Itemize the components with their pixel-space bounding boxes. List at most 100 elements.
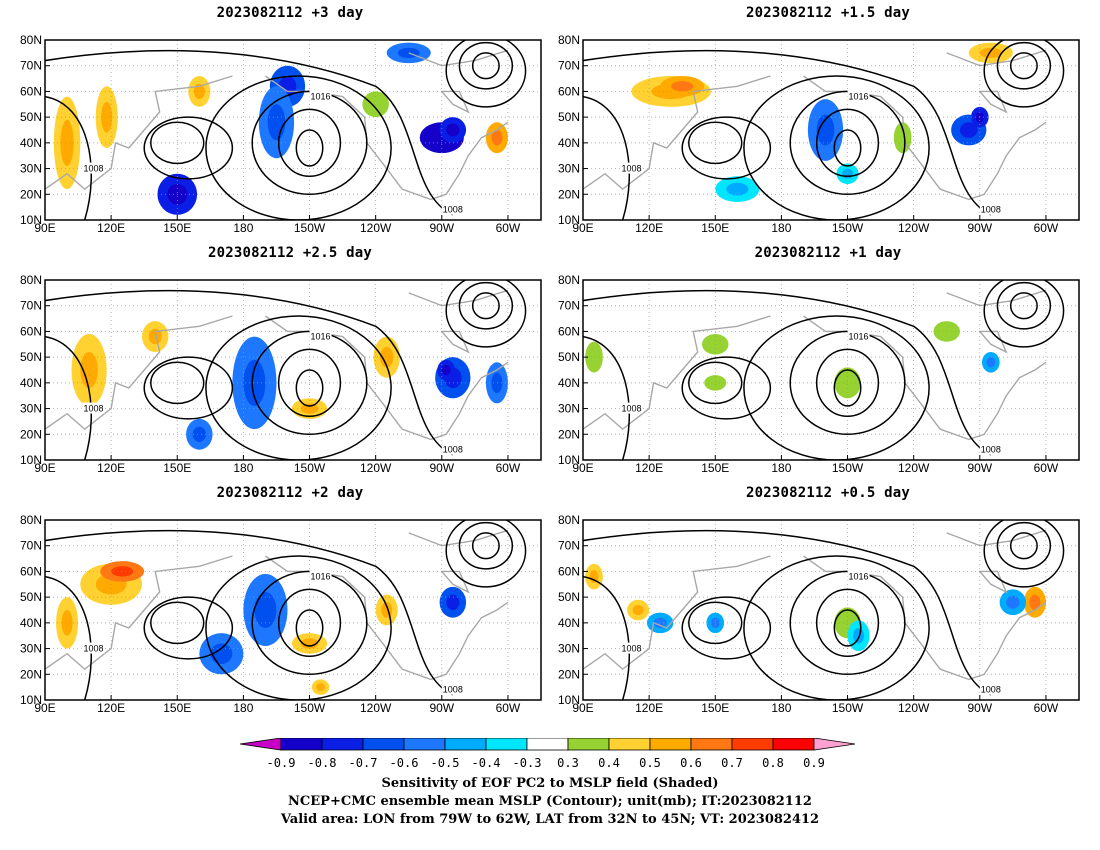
- map-plot: 1008 1016 1008 90E 120E 150E 180 150W 120W 90W 60W…: [558, 513, 1080, 715]
- lon-tick-label: 90W: [967, 701, 992, 715]
- colorbar-tick-label: 0.3: [557, 756, 579, 770]
- shading-layer: 1008 1016 1008: [45, 280, 541, 460]
- mslp-contour: [251, 330, 368, 436]
- colorbar-box: [280, 737, 323, 751]
- sensitivity-core: [816, 114, 835, 146]
- contour-label: 1016: [311, 572, 331, 582]
- mslp-contour: [1009, 292, 1038, 320]
- lon-tick-label: 90E: [34, 701, 55, 715]
- lat-tick-label: 40N: [558, 376, 580, 390]
- contour-label-bg: [82, 642, 105, 654]
- sensitivity-core: [446, 594, 460, 610]
- lon-tick-label: 60W: [496, 221, 521, 235]
- mslp-contour: [471, 292, 500, 320]
- contour-label-bg: [620, 642, 643, 654]
- lat-tick-label: 80N: [20, 513, 42, 527]
- lon-tick-label: 120E: [97, 221, 125, 235]
- contour-layer: [583, 520, 1065, 700]
- lon-tick-label: 90E: [34, 221, 55, 235]
- lon-tick-label: 180: [771, 221, 791, 235]
- colorbar-box: [444, 737, 487, 751]
- lat-tick-label: 20N: [20, 427, 42, 441]
- lon-tick-label: 120W: [898, 461, 930, 475]
- contour-layer: [45, 280, 527, 460]
- coastline: [946, 529, 1047, 547]
- map-plot: 1008 1016 1008 90E 120E 150E 180 150W 120W 90W 60W…: [20, 33, 542, 235]
- lon-tick-label: 90E: [572, 461, 593, 475]
- mslp-contour: [277, 348, 342, 418]
- sensitivity-core: [210, 643, 233, 664]
- coastline: [265, 315, 509, 441]
- shading-layer: 1008 1016 1008: [583, 520, 1079, 700]
- lat-tick-label: 70N: [558, 299, 580, 313]
- lat-tick-label: 20N: [20, 667, 42, 681]
- mslp-contour: [996, 521, 1052, 570]
- colorbar-box: [526, 737, 569, 751]
- colorbar-tick-label: 0.8: [762, 756, 784, 770]
- contour-layer: [583, 40, 1065, 220]
- mslp-contour: [789, 90, 906, 196]
- lon-tick-label: 150W: [294, 461, 326, 475]
- contour-label: 1008: [83, 164, 103, 174]
- shading-layer: 1008 1016 1008: [583, 280, 1079, 460]
- lon-tick-label: 90W: [429, 461, 454, 475]
- mslp-contour: [583, 289, 992, 456]
- contour-label-bg: [847, 570, 870, 582]
- mslp-contour: [458, 41, 514, 90]
- sensitivity-core: [671, 81, 694, 92]
- mslp-contour: [150, 121, 205, 165]
- colorbar-tick-label: -0.4: [472, 756, 501, 770]
- sensitivity-core: [80, 352, 98, 388]
- map-frame: [44, 279, 542, 461]
- mslp-contour: [983, 520, 1065, 588]
- colorbar-box: [567, 737, 610, 751]
- sensitivity-core: [61, 610, 73, 636]
- colorbar-tick-label: -0.7: [349, 756, 378, 770]
- map-frame: [44, 519, 542, 701]
- panel-plus1day: 2023082112 +1 day 1008 1016 1008 90E 120E 150…: [538, 245, 1080, 475]
- lon-tick-label: 90E: [572, 701, 593, 715]
- contour-label-bg: [309, 330, 332, 342]
- coastline: [45, 555, 233, 671]
- lat-tick-label: 20N: [558, 187, 580, 201]
- mslp-contour: [150, 361, 205, 405]
- lat-tick-label: 30N: [558, 402, 580, 416]
- mslp-contour: [445, 520, 527, 588]
- colorbar-box: [649, 737, 692, 751]
- colorbar-box: [362, 737, 405, 751]
- panel-plus1-5day: 2023082112 +1.5 day 1008 1016 1008 90E 120E 1…: [538, 5, 1080, 235]
- colorbar-tick-label: 0.4: [598, 756, 620, 770]
- lon-tick-label: 90E: [34, 461, 55, 475]
- panel-plus0-5day: 2023082112 +0.5 day 1008 1016 1008 90E 120E 1…: [538, 485, 1080, 715]
- lon-tick-label: 120W: [360, 461, 392, 475]
- lon-tick-label: 60W: [496, 701, 521, 715]
- lon-tick-label: 90W: [429, 221, 454, 235]
- sensitivity-core: [959, 122, 978, 138]
- mslp-contour: [833, 609, 862, 647]
- colorbar-arrow-left: [239, 737, 282, 751]
- mslp-contour: [688, 121, 743, 165]
- contour-label: 1008: [443, 445, 463, 455]
- mslp-contour: [45, 49, 454, 216]
- sensitivity-core: [193, 83, 205, 100]
- lon-tick-label: 120E: [635, 461, 663, 475]
- lat-tick-label: 70N: [20, 539, 42, 553]
- contour-label: 1008: [83, 404, 103, 414]
- coastline: [45, 75, 233, 191]
- sensitivity-core: [254, 592, 277, 628]
- lat-tick-label: 10N: [558, 213, 580, 227]
- mslp-contour: [143, 596, 234, 660]
- colorbar-tick-label: -0.5: [431, 756, 460, 770]
- lon-tick-label: 150E: [163, 701, 191, 715]
- contour-label-bg: [979, 203, 1002, 215]
- contour-label: 1016: [311, 332, 331, 342]
- panel-plus2-5day: 2023082112 +2.5 day 1008 1016 1008 90E 120E 1…: [0, 245, 542, 475]
- mslp-contour: [681, 356, 772, 420]
- lat-tick-label: 30N: [20, 162, 42, 176]
- contour-label-bg: [82, 402, 105, 414]
- mslp-contour: [205, 555, 392, 700]
- lat-tick-label: 70N: [20, 299, 42, 313]
- map-frame: [582, 39, 1080, 221]
- sensitivity-core: [380, 346, 394, 368]
- contour-label: 1008: [621, 164, 641, 174]
